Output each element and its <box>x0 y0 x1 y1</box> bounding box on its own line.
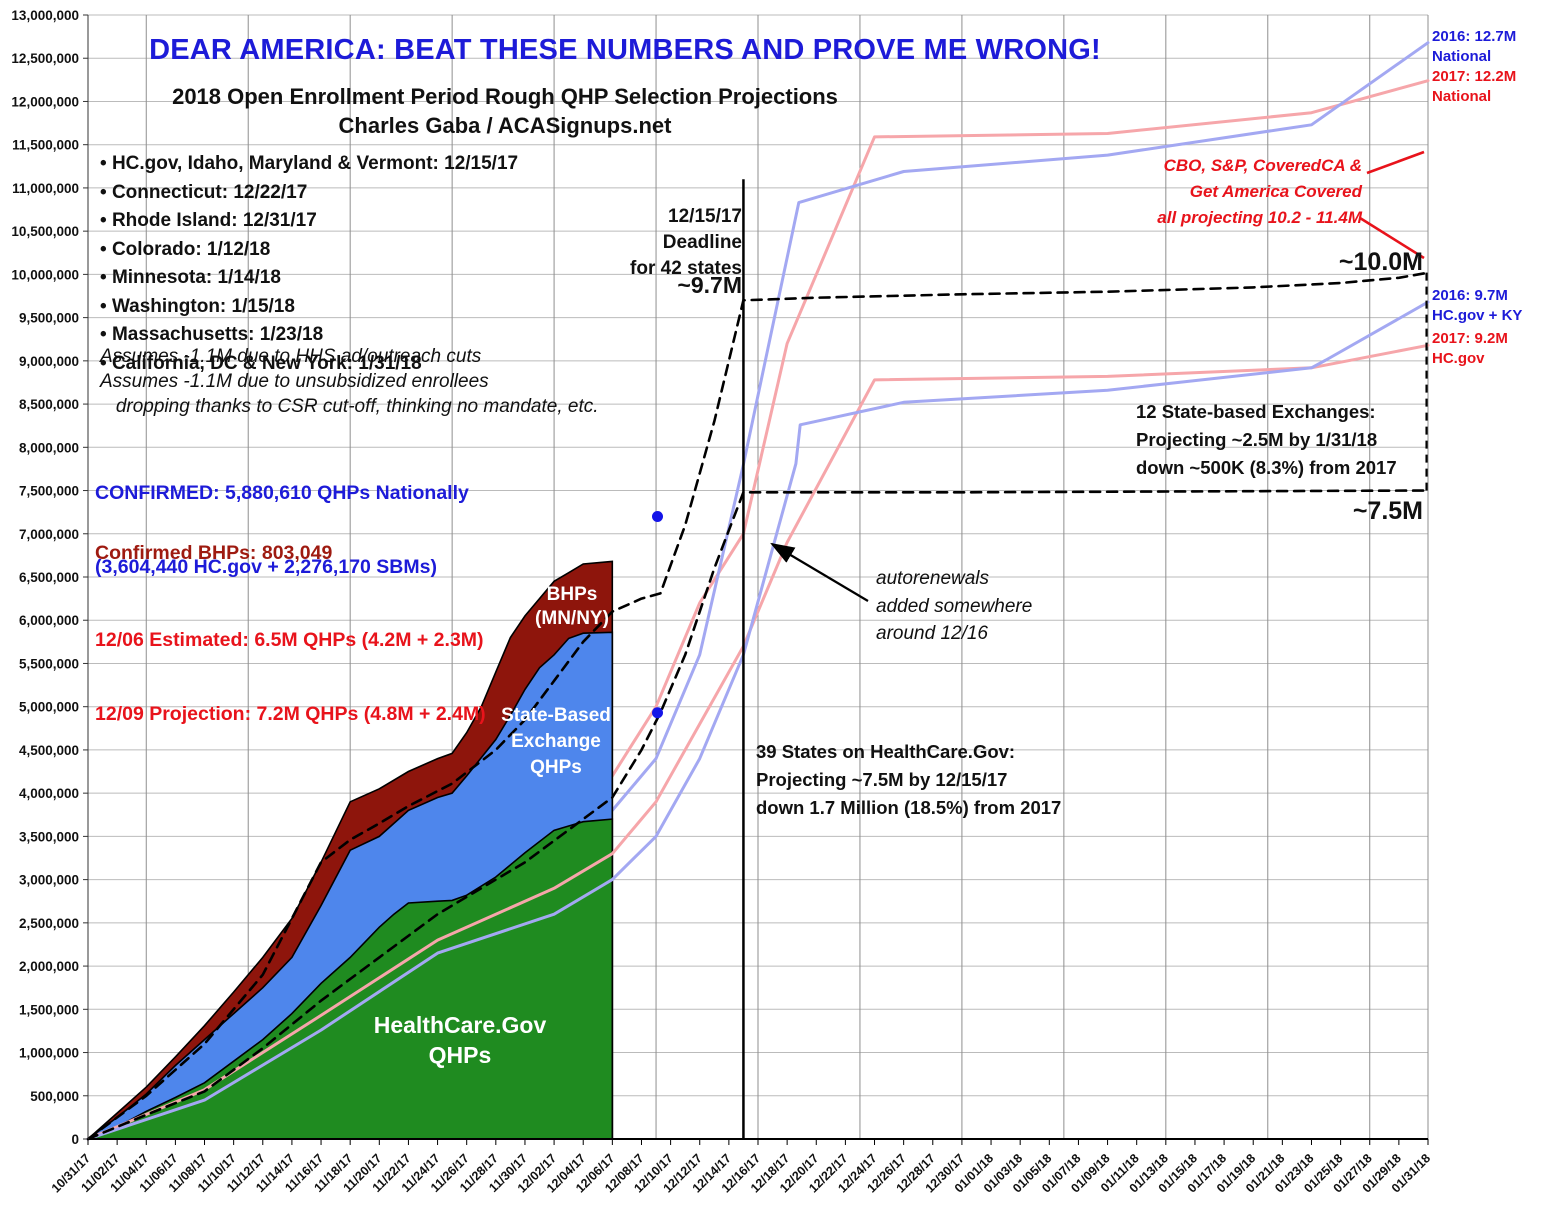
area-label-state-based: State-Based Exchange QHPs <box>501 705 611 778</box>
confirmed-line-1: CONFIRMED: 5,880,610 QHPs Nationally <box>95 482 469 504</box>
svg-text:13,000,000: 13,000,000 <box>11 8 79 23</box>
series-label-2017-hcgov: 2017: 9.2M HC.gov <box>1432 330 1508 367</box>
svg-text:1,500,000: 1,500,000 <box>19 1002 79 1017</box>
svg-text:12,000,000: 12,000,000 <box>11 94 79 109</box>
svg-text:10,000,000: 10,000,000 <box>11 267 79 282</box>
hcgov-projection-note: 39 States on HealthCare.Gov: Projecting ~… <box>756 741 1062 818</box>
chart-byline: Charles Gaba / ACASignups.net <box>338 113 672 138</box>
confirmed-line-2: (3,604,440 HC.gov + 2,276,170 SBMs) <box>95 555 437 578</box>
svg-text:0: 0 <box>71 1132 79 1147</box>
chart-title: DEAR AMERICA: BEAT THESE NUMBERS AND PRO… <box>149 34 1101 66</box>
confirmed-totals-block: CONFIRMED: 5,880,610 QHPs Nationally (3,… <box>95 432 486 775</box>
series-label-2016-national: 2016: 12.7M National <box>1432 28 1517 65</box>
estimate-line: 12/06 Estimated: 6.5M QHPs (4.2M + 2.3M) <box>95 629 484 651</box>
series-label-2017-national: 2017: 12.2M National <box>1432 68 1517 105</box>
svg-text:10,500,000: 10,500,000 <box>11 224 79 239</box>
svg-text:1,000,000: 1,000,000 <box>19 1046 79 1061</box>
svg-text:3,000,000: 3,000,000 <box>19 873 79 888</box>
svg-text:9,500,000: 9,500,000 <box>19 311 79 326</box>
svg-text:6,500,000: 6,500,000 <box>19 570 79 585</box>
svg-text:8,000,000: 8,000,000 <box>19 440 79 455</box>
assumptions-note: Assumes -1.1M due to HHS ad/outreach cut… <box>100 346 599 417</box>
svg-text:2,000,000: 2,000,000 <box>19 959 79 974</box>
chart-subtitle: 2018 Open Enrollment Period Rough QHP Se… <box>172 84 838 109</box>
svg-text:2,500,000: 2,500,000 <box>19 916 79 931</box>
svg-text:4,000,000: 4,000,000 <box>19 786 79 801</box>
level-10-0m-label: ~10.0M <box>1338 248 1423 276</box>
autorenewals-note: autorenewals added somewhere around 12/16 <box>876 568 1033 644</box>
svg-text:6,000,000: 6,000,000 <box>19 613 79 628</box>
svg-text:12,500,000: 12,500,000 <box>11 51 79 66</box>
sbe-projection-note: 12 State-based Exchanges: Projecting ~2.5… <box>1136 401 1397 478</box>
svg-text:500,000: 500,000 <box>30 1089 79 1104</box>
area-label-bhps: BHPs (MN/NY) <box>535 584 609 629</box>
svg-text:9,000,000: 9,000,000 <box>19 354 79 369</box>
svg-text:3,500,000: 3,500,000 <box>19 829 79 844</box>
deadline-annotation: 12/15/17 Deadline for 42 states <box>630 206 742 279</box>
svg-text:5,000,000: 5,000,000 <box>19 700 79 715</box>
svg-text:11,000,000: 11,000,000 <box>12 181 79 196</box>
cbo-projection-note: CBO, S&P, CoveredCA & Get America Covered… <box>1157 156 1362 227</box>
svg-text:11,500,000: 11,500,000 <box>12 138 79 153</box>
svg-text:5,500,000: 5,500,000 <box>19 656 79 671</box>
projection-line: 12/09 Projection: 7.2M QHPs (4.8M + 2.4M… <box>95 702 486 725</box>
svg-text:7,500,000: 7,500,000 <box>19 484 79 499</box>
area-label-healthcare-gov: HealthCare.Gov QHPs <box>373 1012 547 1068</box>
confirmed-bhps: Confirmed BHPs: 803,049 <box>95 542 333 564</box>
state-deadline-list: HC.gov, Idaho, Maryland & Vermont: 12/15… <box>100 150 518 378</box>
svg-text:8,500,000: 8,500,000 <box>19 397 79 412</box>
svg-text:4,500,000: 4,500,000 <box>19 743 79 758</box>
level-7-5m-label: ~7.5M <box>1352 497 1423 525</box>
series-label-2016-hcgov: 2016: 9.7M HC.gov + KY <box>1432 287 1523 324</box>
level-9-7m-label: ~9.7M <box>677 272 742 298</box>
svg-text:7,000,000: 7,000,000 <box>19 527 79 542</box>
